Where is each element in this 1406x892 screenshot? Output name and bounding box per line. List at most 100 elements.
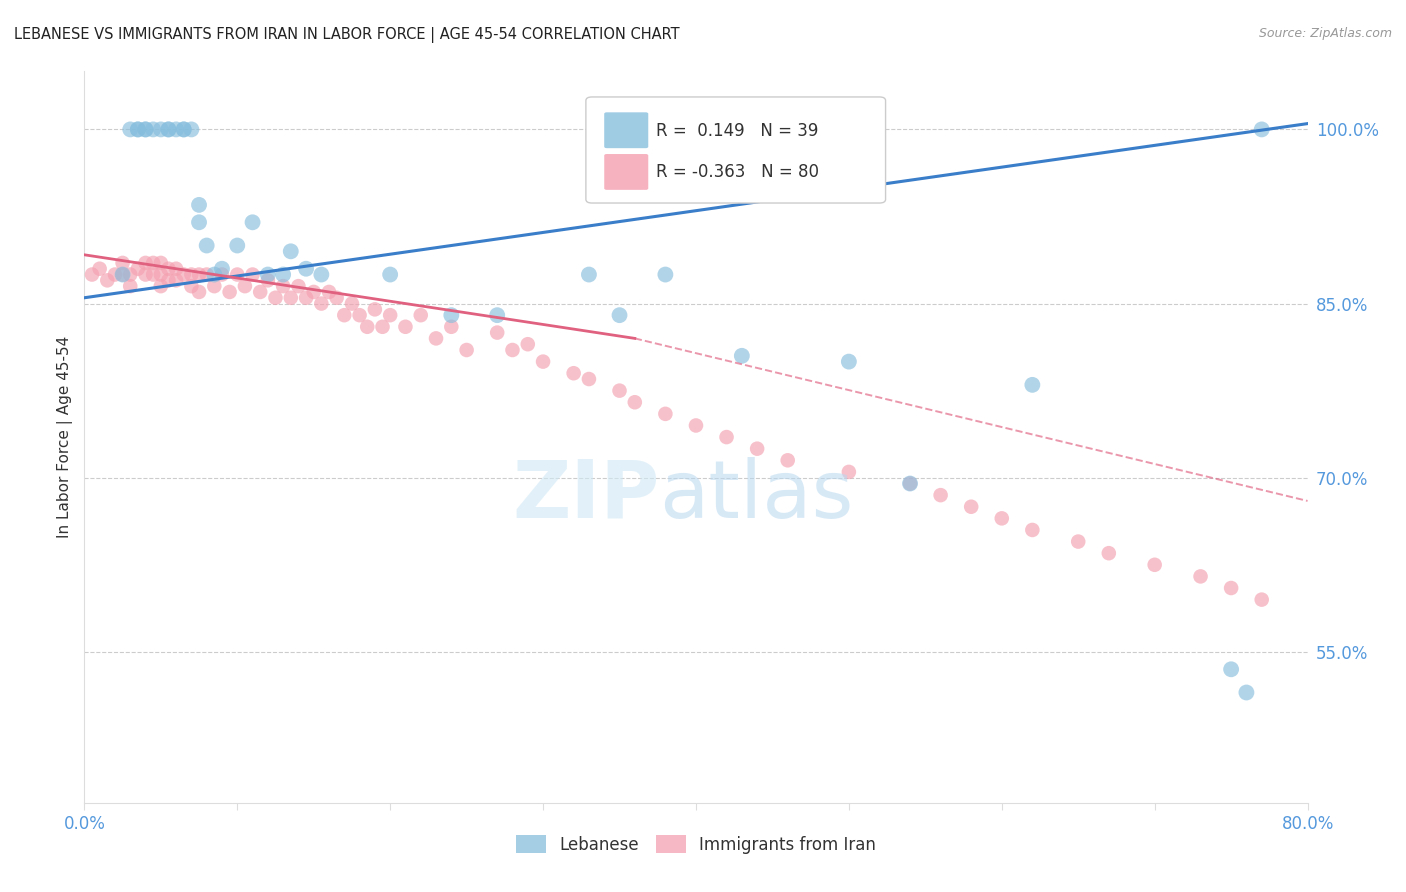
Point <box>1236 685 1258 699</box>
Point <box>96 273 118 287</box>
Point <box>271 279 294 293</box>
Point <box>188 198 211 212</box>
Point <box>380 308 402 322</box>
Point <box>80 268 103 282</box>
Point <box>486 308 509 322</box>
Text: R = -0.363   N = 80: R = -0.363 N = 80 <box>655 163 818 181</box>
Point <box>180 122 202 136</box>
Point <box>1098 546 1121 560</box>
Point <box>1220 662 1243 676</box>
Point <box>173 122 195 136</box>
Point <box>249 285 271 299</box>
Point <box>516 337 538 351</box>
Point <box>173 122 195 136</box>
Point <box>1189 569 1212 583</box>
Text: LEBANESE VS IMMIGRANTS FROM IRAN IN LABOR FORCE | AGE 45-54 CORRELATION CHART: LEBANESE VS IMMIGRANTS FROM IRAN IN LABO… <box>14 27 679 43</box>
Point <box>195 268 218 282</box>
Point <box>716 430 738 444</box>
Point <box>356 319 378 334</box>
Point <box>226 238 249 252</box>
Point <box>1143 558 1166 572</box>
Point <box>731 349 754 363</box>
Point <box>295 261 318 276</box>
Point <box>211 268 233 282</box>
Point <box>1021 377 1043 392</box>
FancyBboxPatch shape <box>586 97 886 203</box>
Point <box>120 268 142 282</box>
Legend: Lebanese, Immigrants from Iran: Lebanese, Immigrants from Iran <box>509 829 883 860</box>
Point <box>654 268 676 282</box>
Point <box>111 268 134 282</box>
Point <box>531 354 554 368</box>
Point <box>486 326 509 340</box>
Point <box>127 261 149 276</box>
Point <box>1250 122 1272 136</box>
Point <box>578 372 600 386</box>
Point <box>120 122 142 136</box>
Point <box>578 268 600 282</box>
Point <box>838 354 860 368</box>
Point <box>456 343 478 357</box>
Point <box>218 285 240 299</box>
Point <box>311 296 333 310</box>
Point <box>380 268 402 282</box>
Point <box>180 268 202 282</box>
Point <box>195 238 218 252</box>
Point <box>325 291 347 305</box>
Point <box>157 122 180 136</box>
Point <box>157 261 180 276</box>
Point <box>364 302 387 317</box>
Point <box>242 215 264 229</box>
Point <box>654 407 676 421</box>
Point <box>142 268 165 282</box>
Point <box>127 122 149 136</box>
Point <box>257 268 280 282</box>
Point <box>211 261 233 276</box>
Point <box>142 256 165 270</box>
Point <box>173 268 195 282</box>
Point <box>1021 523 1043 537</box>
Point <box>135 256 157 270</box>
Point <box>685 418 707 433</box>
Point <box>135 268 157 282</box>
Point <box>188 215 211 229</box>
Point <box>371 319 394 334</box>
Point <box>149 122 172 136</box>
Point <box>111 256 134 270</box>
Point <box>135 122 157 136</box>
Point <box>960 500 983 514</box>
Point <box>747 442 769 456</box>
Point <box>142 122 165 136</box>
Point <box>135 122 157 136</box>
Point <box>188 268 211 282</box>
Point <box>776 453 799 467</box>
Point <box>287 279 309 293</box>
Point <box>440 319 463 334</box>
Point <box>295 291 318 305</box>
Point <box>838 465 860 479</box>
Text: ZIP: ZIP <box>512 457 659 534</box>
Point <box>111 268 134 282</box>
Point <box>149 256 172 270</box>
Point <box>280 291 302 305</box>
Point <box>264 291 287 305</box>
Point <box>898 476 921 491</box>
Point <box>333 308 356 322</box>
Point <box>1220 581 1243 595</box>
Point <box>349 308 371 322</box>
Point <box>188 285 211 299</box>
Point <box>609 384 631 398</box>
Point <box>280 244 302 259</box>
Point <box>89 261 111 276</box>
Point <box>440 308 463 322</box>
Text: atlas: atlas <box>659 457 853 534</box>
Point <box>318 285 340 299</box>
Point <box>233 279 256 293</box>
Point <box>609 308 631 322</box>
Point <box>120 279 142 293</box>
Point <box>257 273 280 287</box>
Point <box>302 285 325 299</box>
Point <box>271 268 294 282</box>
Point <box>165 273 187 287</box>
Point <box>311 268 333 282</box>
